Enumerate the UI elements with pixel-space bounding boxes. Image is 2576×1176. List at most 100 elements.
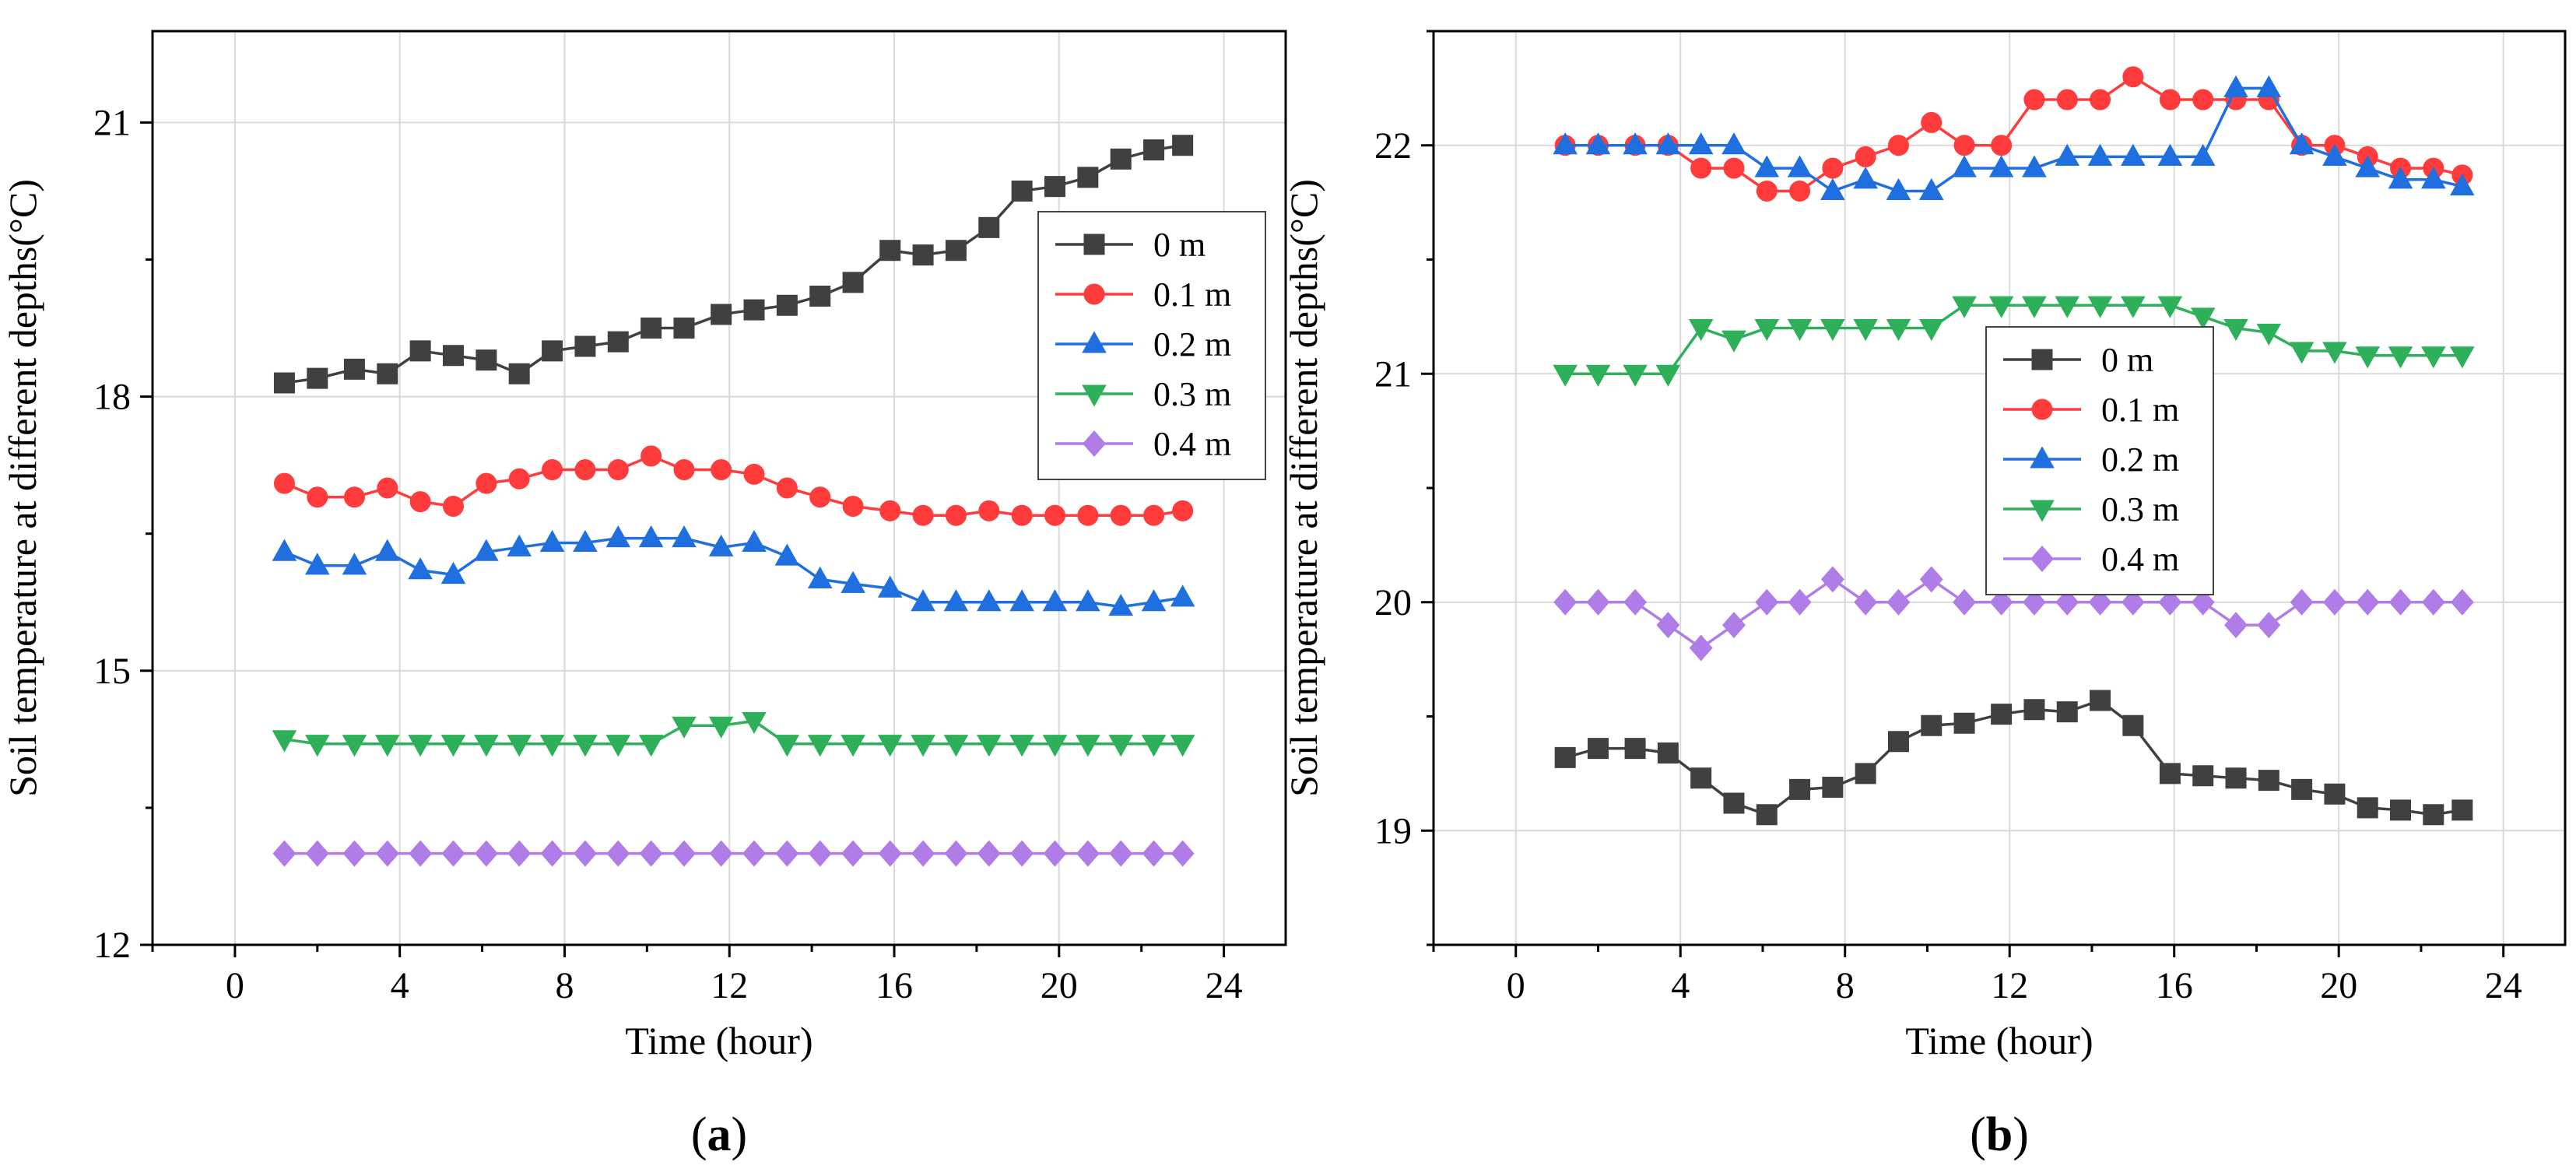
data-point	[638, 525, 664, 548]
series-line	[1565, 75, 2463, 193]
data-point	[1690, 157, 1712, 179]
data-point	[2322, 143, 2347, 166]
legend-swatch-marker	[1083, 430, 1106, 458]
data-point	[1789, 180, 1811, 202]
data-point	[1042, 735, 1068, 757]
legend-item: 0 m	[1055, 226, 1206, 264]
y-tick-label: 21	[1374, 353, 1412, 395]
data-point	[2357, 797, 2378, 819]
data-point	[1170, 584, 1195, 607]
data-point	[776, 477, 798, 499]
panel-label-paren-open: (	[691, 1108, 707, 1161]
data-point	[2159, 89, 2181, 111]
y-tick-label: 15	[93, 651, 131, 692]
panel-b-chart: 0 4 8 12 16 20 24 19 20 21 22 Time (hour) Soil tempe…	[1282, 30, 2567, 1161]
data-point	[2223, 75, 2248, 97]
data-point	[1918, 319, 1944, 342]
series-line	[1564, 698, 2463, 816]
x-tick-label: 20	[1041, 965, 1078, 1006]
data-point	[2256, 323, 2282, 346]
x-tick-label: 4	[1671, 965, 1690, 1006]
data-point	[508, 468, 530, 490]
x-tick-label: 0	[226, 965, 244, 1006]
data-point	[776, 294, 798, 316]
data-point	[943, 735, 969, 757]
data-point	[1991, 704, 2013, 725]
data-point	[2159, 763, 2181, 785]
data-point	[1141, 589, 1167, 612]
data-point	[606, 840, 630, 867]
x-tick-label: 12	[711, 965, 748, 1006]
data-point	[1172, 500, 1194, 521]
data-point	[976, 589, 1002, 612]
data-point	[1787, 319, 1813, 342]
x-axis-title: Time (hour)	[1905, 1019, 2093, 1062]
data-point	[841, 570, 865, 593]
panel-label-letter: b	[1986, 1108, 2013, 1161]
data-point	[1887, 731, 1909, 753]
data-point	[978, 500, 1000, 521]
y-tick-label: 20	[1374, 582, 1412, 623]
data-point	[377, 477, 398, 499]
series-line	[1565, 304, 2462, 375]
data-point	[441, 840, 465, 867]
data-point	[943, 589, 969, 612]
data-point	[2390, 799, 2412, 821]
data-point	[307, 486, 328, 508]
data-point	[1077, 167, 1099, 188]
legend-label: 0 m	[1153, 226, 1206, 264]
data-point	[977, 840, 1001, 867]
legend-item: 0.3 m	[2003, 490, 2179, 528]
data-point	[2022, 296, 2047, 318]
data-point	[640, 445, 662, 467]
data-point	[638, 735, 664, 757]
data-point	[2423, 804, 2444, 826]
data-point	[1820, 319, 1845, 342]
data-point	[2421, 588, 2445, 616]
data-point	[708, 534, 734, 556]
data-point	[507, 534, 532, 556]
data-point	[1690, 767, 1712, 789]
legend-label: 0.3 m	[2101, 490, 2179, 528]
data-point	[605, 525, 631, 548]
data-point	[1624, 738, 1646, 760]
data-point	[272, 840, 297, 867]
data-point	[474, 840, 498, 867]
data-point	[1043, 840, 1067, 867]
data-point	[2355, 155, 2381, 177]
series-line	[283, 455, 1183, 517]
data-point	[1042, 589, 1068, 612]
y-axis: 12 15 18 21	[93, 102, 153, 966]
data-point	[1076, 735, 1100, 757]
series-line	[284, 719, 1183, 746]
data-point	[1011, 180, 1033, 202]
legend-swatch-marker	[2031, 349, 2053, 370]
series-0-1m	[273, 445, 1194, 526]
plot-frame	[151, 30, 1287, 946]
data-point	[342, 840, 367, 867]
legend: 0 m 0.1 m 0.2 m 0.3 m 0.4 m	[1037, 211, 1266, 480]
data-point	[1623, 364, 1648, 387]
panel-label-letter: a	[707, 1108, 732, 1161]
x-tick-label: 16	[876, 965, 913, 1006]
y-axis: 19 20 21 22	[1374, 30, 1434, 946]
data-point	[1988, 155, 2014, 177]
data-point	[2023, 699, 2045, 721]
data-point	[1688, 132, 1714, 155]
data-point	[2090, 89, 2111, 111]
data-point	[2421, 346, 2446, 369]
data-point	[2192, 765, 2214, 787]
data-point	[672, 525, 697, 548]
legend-swatch-marker	[2030, 545, 2054, 573]
data-point	[2090, 690, 2111, 711]
data-point	[1110, 504, 1132, 526]
data-point	[1553, 364, 1578, 387]
x-tick-label: 20	[2320, 965, 2357, 1006]
data-point	[440, 561, 466, 584]
data-point	[2023, 89, 2045, 111]
y-axis-title: Soil temperature at different depths(°C)	[1, 179, 44, 797]
data-point	[1991, 135, 2013, 156]
data-point	[2289, 132, 2315, 155]
y-tick-label: 22	[1374, 125, 1412, 167]
data-point	[775, 840, 799, 867]
